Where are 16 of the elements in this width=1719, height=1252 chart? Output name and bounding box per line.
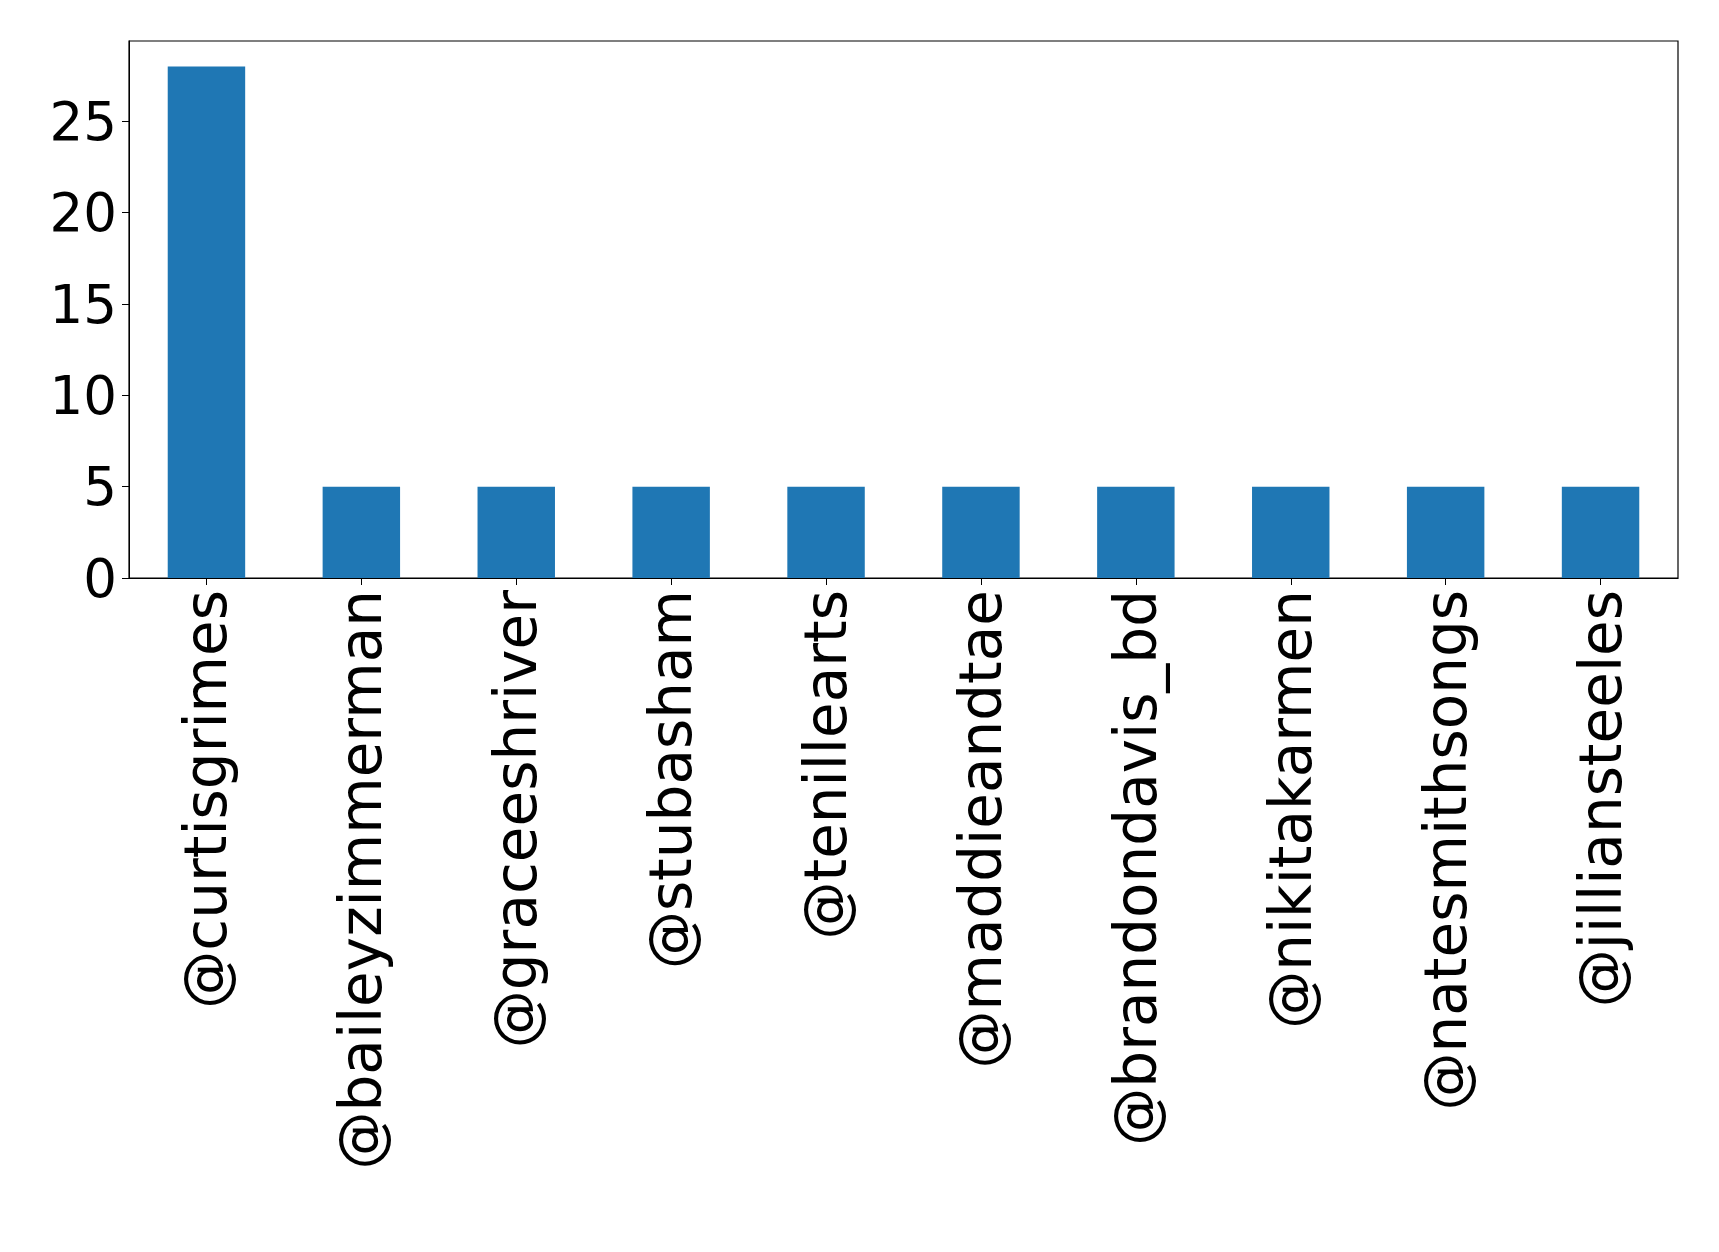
x-tick-label: @graceeshriver xyxy=(482,589,551,1049)
x-tick-label: @nikitakarmen xyxy=(1256,590,1325,1029)
y-tick-label: 15 xyxy=(49,273,117,335)
y-tick-label: 5 xyxy=(83,456,117,518)
y-tick-label: 20 xyxy=(49,182,117,244)
x-tick-label: @natesmithsongs xyxy=(1411,590,1480,1111)
x-tick-label: @brandondavis_bd xyxy=(1101,590,1170,1146)
x-tick-label: @maddieandtae xyxy=(946,590,1015,1069)
x-tick-label: @tenillearts xyxy=(792,590,861,940)
x-tick-label: @baileyzimmerman xyxy=(327,590,396,1170)
y-tick-label: 0 xyxy=(83,547,117,609)
y-tick-label: 10 xyxy=(49,364,117,426)
y-tick-label: 25 xyxy=(49,90,117,152)
x-tick-label: @stubasham xyxy=(637,590,706,970)
x-tick-label: @jilliansteeles xyxy=(1566,590,1635,1008)
x-tick-label: @curtisgrimes xyxy=(172,590,241,1009)
